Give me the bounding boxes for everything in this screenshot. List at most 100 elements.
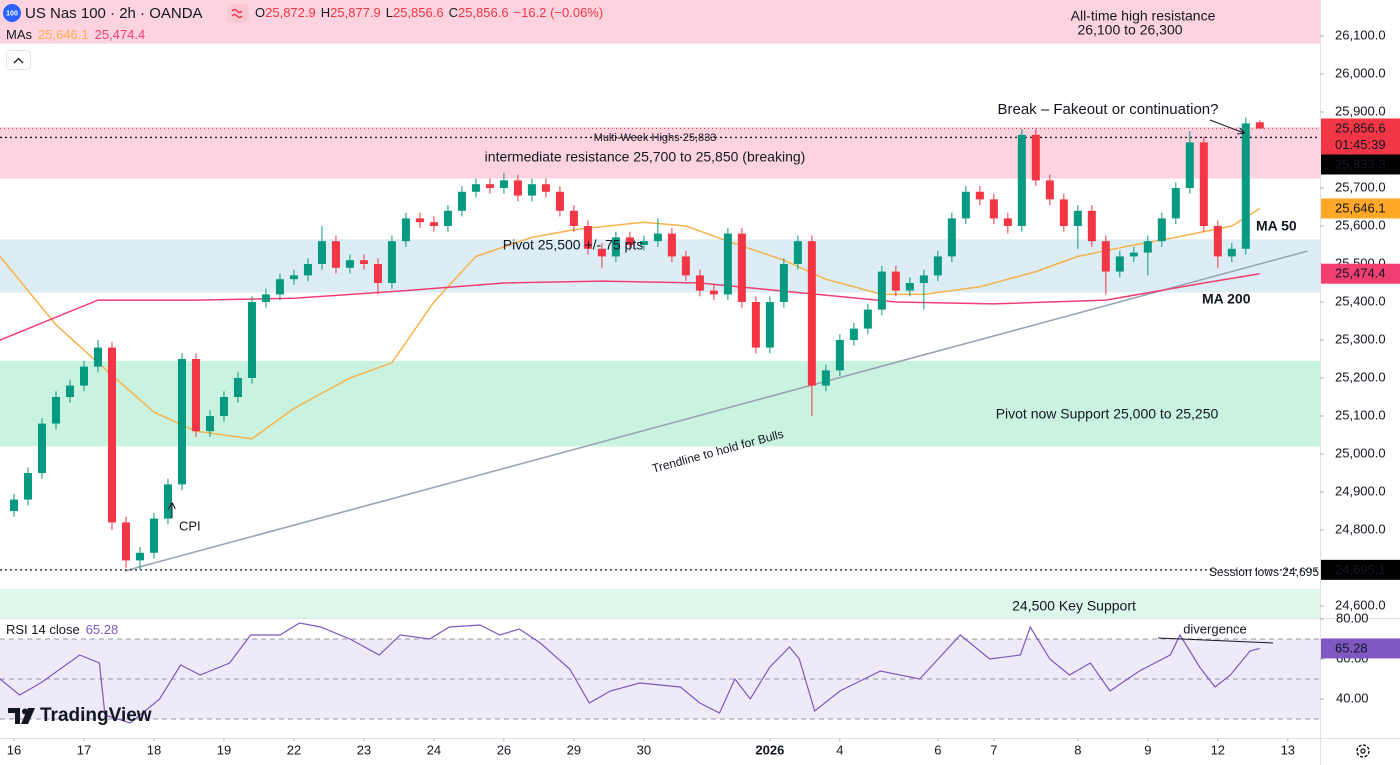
change: −16.2 (−0.06%) [514, 5, 604, 20]
candle-body [373, 263, 382, 283]
candle-body [1171, 187, 1180, 219]
ohlc-name: O [255, 5, 265, 20]
y-tick-label: 25,400.0 [1335, 293, 1386, 308]
price-label: 25,833.3 [1335, 156, 1386, 171]
annotation: divergence [1183, 621, 1247, 636]
candle-body [947, 218, 956, 257]
candle-body [1031, 134, 1040, 181]
x-tick-label: 22 [287, 742, 301, 757]
x-tick-label: 4 [836, 742, 843, 757]
candle-body [1213, 225, 1222, 257]
candle-body [9, 499, 18, 511]
candle-body [415, 218, 424, 223]
candle-body [359, 260, 368, 264]
candle-body [611, 237, 620, 257]
candle-body [23, 472, 32, 500]
ma-value: 25,646.1 [38, 27, 89, 42]
candle-body [667, 233, 676, 257]
candle-body [149, 518, 158, 553]
y-tick-label: 25,000.0 [1335, 445, 1386, 460]
candle-body [1227, 248, 1236, 257]
candle-body [1087, 210, 1096, 242]
candle-body [233, 377, 242, 397]
candle-body [765, 301, 774, 348]
x-tick-label: 12 [1211, 742, 1225, 757]
price-label-box [1321, 638, 1400, 659]
y-tick-label: 26,000.0 [1335, 65, 1386, 80]
ma-label: MAs [6, 27, 33, 42]
header: 100 US Nas 100 · 2h · OANDA O25,872.9 H25… [3, 4, 1370, 758]
y-tick-label: 25,600.0 [1335, 217, 1386, 232]
rsi-pane [0, 622, 1320, 724]
candle-body [681, 256, 690, 276]
candle-body [905, 282, 914, 291]
level-label: Multi-Week Highs 25,833 [594, 132, 717, 144]
candle-body [345, 260, 354, 268]
candle-body [1045, 180, 1054, 200]
arrow [1209, 119, 1244, 133]
candle-body [247, 301, 256, 378]
candle-body [639, 241, 648, 245]
zone [0, 239, 1320, 293]
candle-body [401, 218, 410, 242]
chart-title: US Nas 100 · 2h · OANDA [25, 5, 203, 22]
candle-body [289, 275, 298, 280]
x-tick-label: 16 [7, 742, 21, 757]
candle-body [751, 301, 760, 348]
price-label: 25,856.6 [1335, 120, 1386, 135]
candle-body [1143, 241, 1152, 253]
candle-body [555, 191, 564, 211]
y-tick-label: 25,300.0 [1335, 331, 1386, 346]
settings-icon[interactable] [1356, 744, 1370, 758]
candle-body [191, 358, 200, 432]
rsi-title: RSI 14 close [6, 622, 80, 637]
y-tick-label: 25,100.0 [1335, 407, 1386, 422]
candle-body [877, 271, 886, 310]
candle-body [51, 396, 60, 424]
candle-body [1157, 218, 1166, 242]
ohlc-name: H [321, 5, 330, 20]
price-label-box [1321, 154, 1400, 175]
button-icon [231, 8, 243, 19]
x-tick-label: 24 [427, 742, 441, 757]
x-tick-label: 26 [497, 742, 511, 757]
candle-body [443, 210, 452, 226]
y-tick-label: 26,100.0 [1335, 27, 1386, 42]
level-label: Session lows 24,695 [1209, 565, 1319, 579]
candles [9, 117, 1264, 570]
x-tick-label: 2026 [755, 742, 784, 757]
ma-values: MAs 25,646.1 25,474.4 [6, 27, 145, 42]
candle-body [317, 241, 326, 264]
y-tick-label: 40.00 [1336, 690, 1369, 705]
candle-body [835, 339, 844, 371]
logo-mark [21, 708, 35, 724]
ma-line [0, 207, 1261, 440]
lines [0, 127, 1320, 572]
x-tick-label: 13 [1281, 742, 1295, 757]
candle-body [1101, 241, 1110, 272]
candle-body [1115, 256, 1124, 272]
zone-label: Pivot 25,500 +/- 75 pts [503, 237, 643, 253]
collapse-button[interactable] [6, 50, 31, 70]
x-tick-label: 6 [934, 742, 941, 757]
candle-body [79, 366, 88, 386]
divergence-line [1157, 637, 1274, 644]
y-tick-label: 25,900.0 [1335, 103, 1386, 118]
candle-body [891, 271, 900, 291]
rsi-value: 65.28 [86, 622, 119, 637]
ma-value: 25,474.4 [95, 27, 146, 42]
price-label-box [1321, 559, 1400, 580]
candle-body [709, 290, 718, 295]
x-tick-label: 8 [1074, 742, 1081, 757]
y-tick-label: 24,900.0 [1335, 483, 1386, 498]
ohlc-name: C [449, 5, 458, 20]
price-label: 24,695.1 [1335, 562, 1386, 577]
button[interactable] [227, 4, 249, 23]
price-label: 25,474.4 [1335, 266, 1386, 281]
candle-body [863, 309, 872, 329]
candle-body [723, 233, 732, 295]
price-label-box [1321, 198, 1400, 219]
x-tick-label: 30 [637, 742, 651, 757]
x-tick-label: 18 [147, 742, 161, 757]
